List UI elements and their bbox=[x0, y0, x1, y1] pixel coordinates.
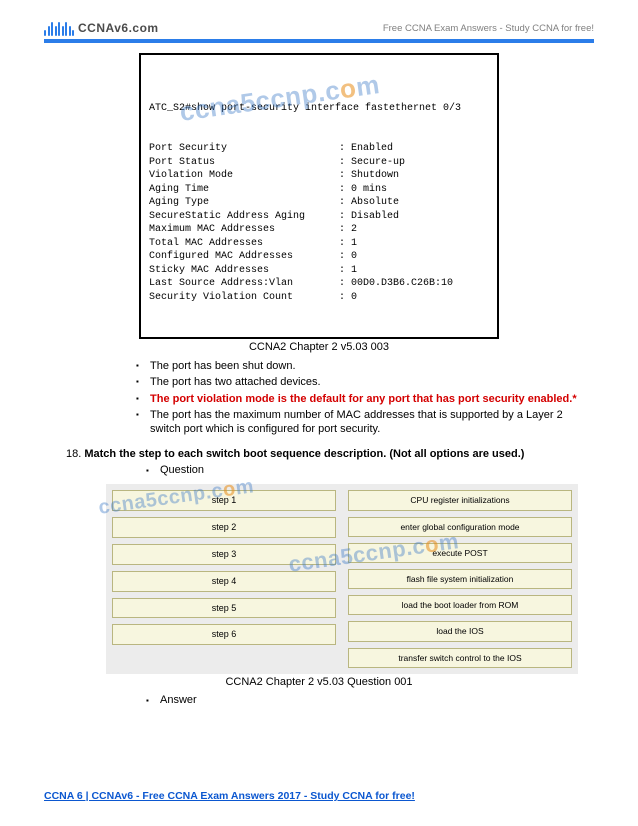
answer-item: The port has been shut down. bbox=[136, 359, 594, 373]
step-box[interactable]: step 4 bbox=[112, 571, 336, 592]
terminal-value: : 0 bbox=[339, 291, 357, 305]
terminal-value: : Absolute bbox=[339, 196, 399, 210]
terminal-value: : Secure-up bbox=[339, 156, 405, 170]
answer-sub-label: Answer bbox=[146, 694, 594, 706]
terminal-label: Violation Mode bbox=[149, 169, 339, 183]
terminal-row: Last Source Address:Vlan: 00D0.D3B6.C26B… bbox=[149, 277, 489, 291]
terminal-label: Sticky MAC Addresses bbox=[149, 264, 339, 278]
step-box[interactable]: step 3 bbox=[112, 544, 336, 565]
terminal-row: Port Status: Secure-up bbox=[149, 156, 489, 170]
cisco-logo-icon bbox=[44, 20, 74, 36]
terminal-row: Aging Time: 0 mins bbox=[149, 183, 489, 197]
answer-item: The port violation mode is the default f… bbox=[136, 392, 594, 406]
option-box[interactable]: transfer switch control to the IOS bbox=[348, 648, 572, 668]
step-box[interactable]: step 5 bbox=[112, 598, 336, 619]
question-number: 18. bbox=[66, 448, 81, 460]
terminal-row: Security Violation Count: 0 bbox=[149, 291, 489, 305]
terminal-label: Configured MAC Addresses bbox=[149, 250, 339, 264]
terminal-value: : 1 bbox=[339, 237, 357, 251]
correct-answer: The port violation mode is the default f… bbox=[150, 393, 577, 405]
header-subtitle: Free CCNA Exam Answers - Study CCNA for … bbox=[383, 23, 594, 34]
figure-caption-2: CCNA2 Chapter 2 v5.03 Question 001 bbox=[44, 676, 594, 688]
terminal-label: Port Status bbox=[149, 156, 339, 170]
step-box[interactable]: step 2 bbox=[112, 517, 336, 538]
terminal-label: Aging Time bbox=[149, 183, 339, 197]
options-column: CPU register initializations enter global… bbox=[348, 490, 572, 667]
question-text: Match the step to each switch boot seque… bbox=[84, 448, 524, 460]
terminal-row: Maximum MAC Addresses: 2 bbox=[149, 223, 489, 237]
terminal-row: Sticky MAC Addresses: 1 bbox=[149, 264, 489, 278]
terminal-label: SecureStatic Address Aging bbox=[149, 210, 339, 224]
steps-column: step 1 step 2 step 3 step 4 step 5 step 6 bbox=[112, 490, 336, 667]
terminal-label: Maximum MAC Addresses bbox=[149, 223, 339, 237]
option-box[interactable]: load the boot loader from ROM bbox=[348, 595, 572, 615]
terminal-value: : 00D0.D3B6.C26B:10 bbox=[339, 277, 453, 291]
terminal-value: : Enabled bbox=[339, 142, 393, 156]
question-18: 18. Match the step to each switch boot s… bbox=[66, 448, 594, 460]
option-box[interactable]: execute POST bbox=[348, 543, 572, 563]
watermark: ccna5ccnp.com bbox=[178, 67, 383, 130]
terminal-label: Security Violation Count bbox=[149, 291, 339, 305]
logo-block: CCNAv6.com bbox=[44, 20, 159, 36]
terminal-value: : 0 bbox=[339, 250, 357, 264]
option-box[interactable]: enter global configuration mode bbox=[348, 517, 572, 537]
terminal-cmd: ATC_S2#show port-security interface fast… bbox=[149, 102, 489, 116]
answer-item: The port has two attached devices. bbox=[136, 375, 594, 389]
terminal-value: : 0 mins bbox=[339, 183, 387, 197]
terminal-value: : Shutdown bbox=[339, 169, 399, 183]
terminal-row: Configured MAC Addresses: 0 bbox=[149, 250, 489, 264]
terminal-output: ccna5ccnp.com ATC_S2#show port-security … bbox=[139, 53, 499, 339]
terminal-value: : Disabled bbox=[339, 210, 399, 224]
page-header: CCNAv6.com Free CCNA Exam Answers - Stud… bbox=[44, 20, 594, 43]
page: CCNAv6.com Free CCNA Exam Answers - Stud… bbox=[0, 0, 638, 826]
terminal-label: Total MAC Addresses bbox=[149, 237, 339, 251]
terminal-value: : 1 bbox=[339, 264, 357, 278]
terminal-value: : 2 bbox=[339, 223, 357, 237]
terminal-label: Port Security bbox=[149, 142, 339, 156]
terminal-label: Last Source Address:Vlan bbox=[149, 277, 339, 291]
footer-link[interactable]: CCNA 6 | CCNAv6 - Free CCNA Exam Answers… bbox=[44, 790, 415, 802]
match-panel: ccna5ccnp.com ccna5ccnp.com step 1step 2… bbox=[106, 484, 578, 673]
terminal-row: Aging Type: Absolute bbox=[149, 196, 489, 210]
question-sub-label: Question bbox=[146, 464, 594, 476]
step-box[interactable]: step 1 bbox=[112, 490, 336, 511]
option-box[interactable]: load the IOS bbox=[348, 621, 572, 641]
brand-text: CCNAv6.com bbox=[78, 21, 159, 35]
answer-list: The port has been shut down. The port has… bbox=[136, 359, 594, 436]
terminal-row: SecureStatic Address Aging: Disabled bbox=[149, 210, 489, 224]
terminal-row: Port Security: Enabled bbox=[149, 142, 489, 156]
terminal-label: Aging Type bbox=[149, 196, 339, 210]
option-box[interactable]: flash file system initialization bbox=[348, 569, 572, 589]
terminal-row: Violation Mode: Shutdown bbox=[149, 169, 489, 183]
terminal-row: Total MAC Addresses: 1 bbox=[149, 237, 489, 251]
answer-item: The port has the maximum number of MAC a… bbox=[136, 408, 594, 437]
option-box[interactable]: CPU register initializations bbox=[348, 490, 572, 510]
figure-caption-1: CCNA2 Chapter 2 v5.03 003 bbox=[44, 341, 594, 353]
step-box[interactable]: step 6 bbox=[112, 624, 336, 645]
